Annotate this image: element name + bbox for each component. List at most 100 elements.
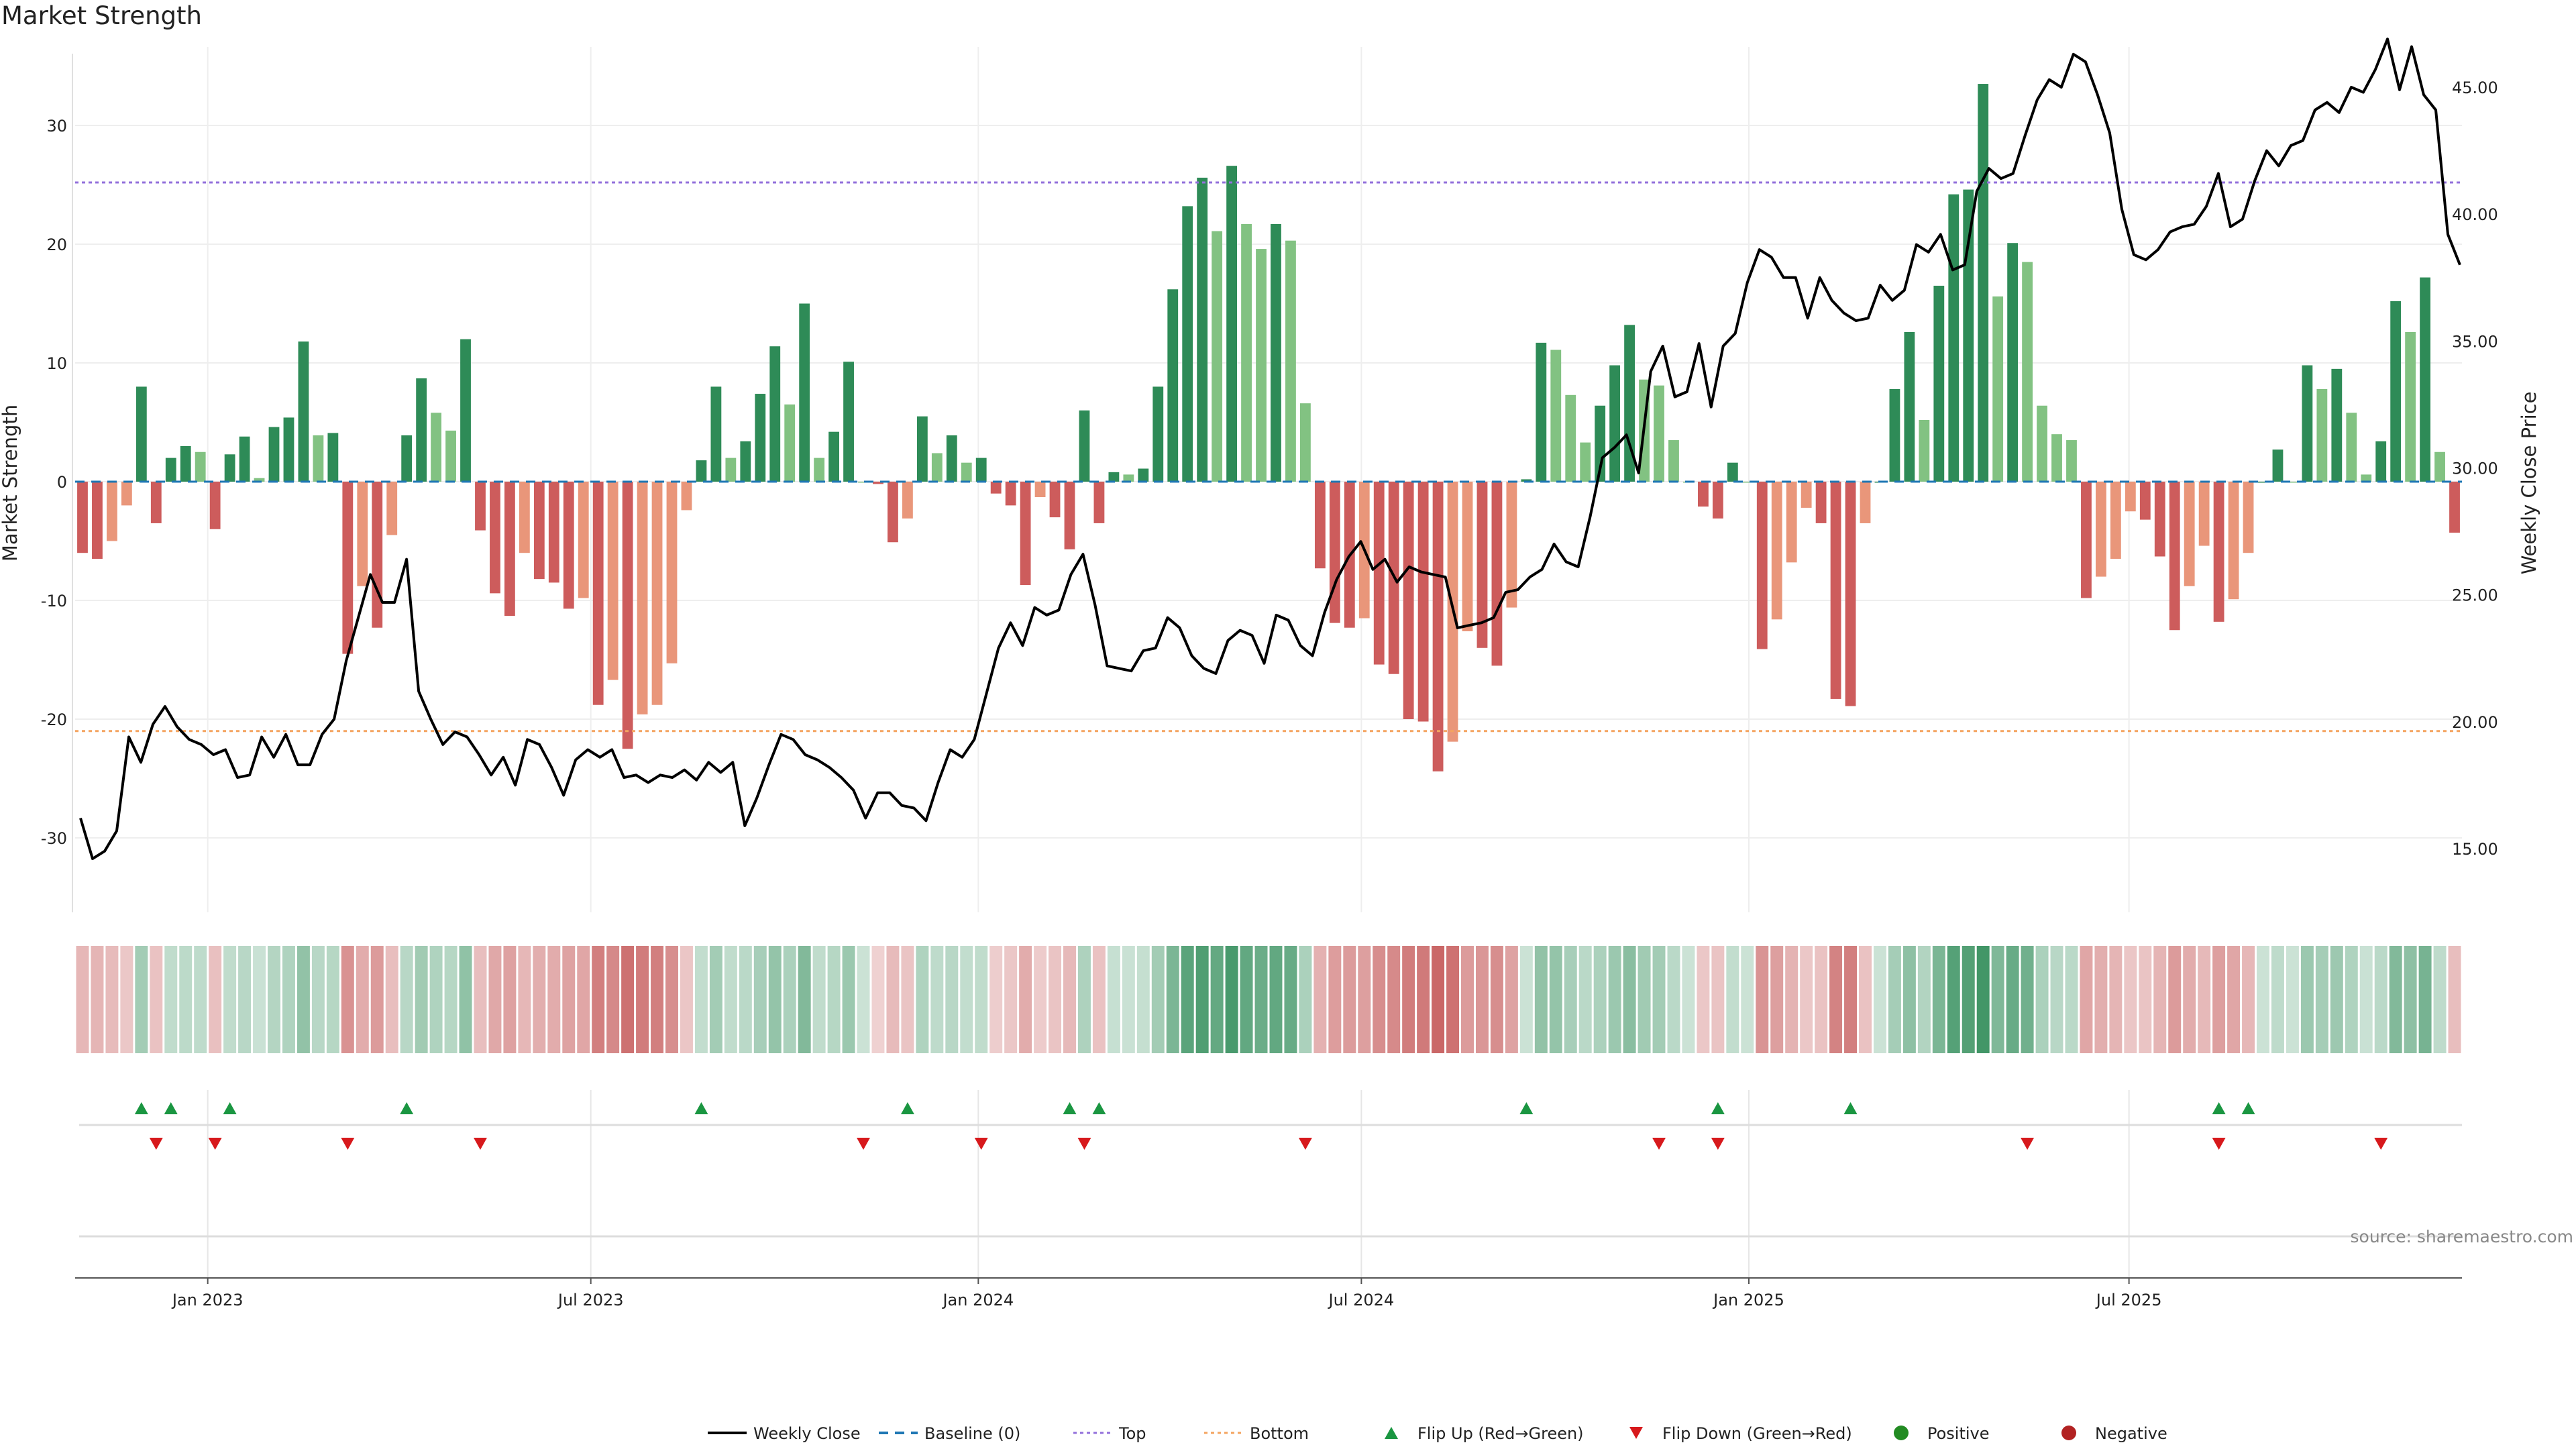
strength-bar <box>268 427 280 482</box>
legend-label: Negative <box>2095 1424 2167 1443</box>
strength-bar <box>1491 482 1503 666</box>
strength-bar <box>150 482 162 523</box>
legend-label: Top <box>1118 1424 1146 1443</box>
y2-tick-label: 30.00 <box>2452 460 2498 478</box>
heat-cell <box>1034 946 1047 1053</box>
strength-bar <box>1741 482 1753 483</box>
heat-cell <box>636 946 649 1053</box>
heat-cell <box>415 946 428 1053</box>
heat-cell <box>547 946 561 1053</box>
strength-bar <box>2449 482 2460 533</box>
heat-cell <box>1240 946 1253 1053</box>
heat-cell <box>1726 946 1739 1053</box>
legend-item: Weekly Close <box>708 1424 861 1443</box>
y2-tick-label: 25.00 <box>2452 586 2498 605</box>
strength-bar <box>1241 223 1252 482</box>
heat-cell <box>1534 946 1548 1053</box>
strength-bar <box>2022 262 2033 482</box>
strength-bar <box>239 436 250 482</box>
strength-bar <box>1167 289 1179 482</box>
heat-cell <box>989 946 1003 1053</box>
flip-down-marker <box>2021 1138 2035 1150</box>
strength-bar <box>990 482 1002 494</box>
heat-cell <box>812 946 826 1053</box>
legend-swatch-triangle <box>1385 1427 1398 1439</box>
heat-cell <box>1136 946 1150 1053</box>
strength-bar <box>1285 240 1296 482</box>
heat-cell <box>724 946 737 1053</box>
axes: 30 20 10 0 -10 -20 -30 15.00 20.00 25.00 30.00 35.0… <box>41 54 2498 1309</box>
strength-bar <box>136 386 147 482</box>
strength-bars <box>77 84 2460 771</box>
heat-cell <box>709 946 722 1053</box>
heat-cell <box>651 946 664 1053</box>
legend-item: Negative <box>2061 1424 2167 1443</box>
strength-bar <box>784 404 796 482</box>
strength-bar <box>1417 482 1429 722</box>
heat-cell <box>1519 946 1533 1053</box>
heat-cell <box>1888 946 1901 1053</box>
heat-cell <box>2404 946 2417 1053</box>
heat-cell <box>886 946 900 1053</box>
strength-bar <box>696 460 707 482</box>
heat-cell <box>1122 946 1135 1053</box>
strength-bar <box>1182 206 1193 482</box>
strength-bar <box>902 482 913 519</box>
heat-cell <box>2389 946 2402 1053</box>
heat-cell <box>2374 946 2387 1053</box>
strength-bar <box>1138 468 1149 482</box>
heat-cell <box>370 946 384 1053</box>
heat-cell <box>1623 946 1636 1053</box>
strength-bar <box>1771 482 1782 620</box>
strength-bar <box>1020 482 1031 585</box>
strength-bar <box>92 482 103 559</box>
y-tick-label: 30 <box>46 117 67 136</box>
strength-bar <box>1477 482 1488 648</box>
legend-item: Baseline (0) <box>879 1424 1020 1443</box>
strength-bar <box>1609 365 1621 482</box>
heat-cell <box>238 946 252 1053</box>
heat-cell <box>194 946 207 1053</box>
heat-cell <box>518 946 531 1053</box>
strength-bar <box>209 482 221 529</box>
flip-down-marker <box>2374 1138 2388 1150</box>
flip-down-marker <box>208 1138 222 1150</box>
strength-bar <box>1226 166 1237 482</box>
legend-swatch-dot <box>2061 1426 2076 1440</box>
flip-up-marker <box>164 1102 178 1114</box>
heat-cell <box>768 946 782 1053</box>
heat-cell <box>2286 946 2299 1053</box>
strength-bar <box>1329 482 1340 623</box>
strength-bar <box>2213 482 2224 622</box>
heat-cell <box>1417 946 1430 1053</box>
heat-cell <box>901 946 914 1053</box>
heat-cell <box>783 946 796 1053</box>
strength-bar <box>1034 482 1046 498</box>
heat-cell <box>2139 946 2152 1053</box>
strength-bar <box>1432 482 1444 771</box>
heat-cell <box>1829 946 1843 1053</box>
heat-cell <box>91 946 104 1053</box>
heat-cell <box>282 946 295 1053</box>
heat-cell <box>1432 946 1445 1053</box>
strength-bar <box>1049 482 1061 518</box>
strength-bar <box>224 454 235 482</box>
strength-bar <box>888 482 898 543</box>
strength-bar <box>2434 451 2445 482</box>
heat-cell <box>1049 946 1062 1053</box>
heat-cell <box>1373 946 1386 1053</box>
heat-cell <box>150 946 163 1053</box>
strength-bar <box>858 482 869 483</box>
heat-cell <box>297 946 310 1053</box>
strength-bar <box>1197 177 1208 482</box>
strength-bar <box>519 482 530 553</box>
heat-cell <box>694 946 708 1053</box>
flip-up-marker <box>400 1102 414 1114</box>
heat-cell <box>223 946 237 1053</box>
heat-cell <box>1711 946 1725 1053</box>
strength-bar <box>1624 325 1635 482</box>
heat-cell <box>385 946 398 1053</box>
heat-cell <box>680 946 693 1053</box>
heat-cell <box>1741 946 1754 1053</box>
strength-bar <box>1889 388 1900 482</box>
